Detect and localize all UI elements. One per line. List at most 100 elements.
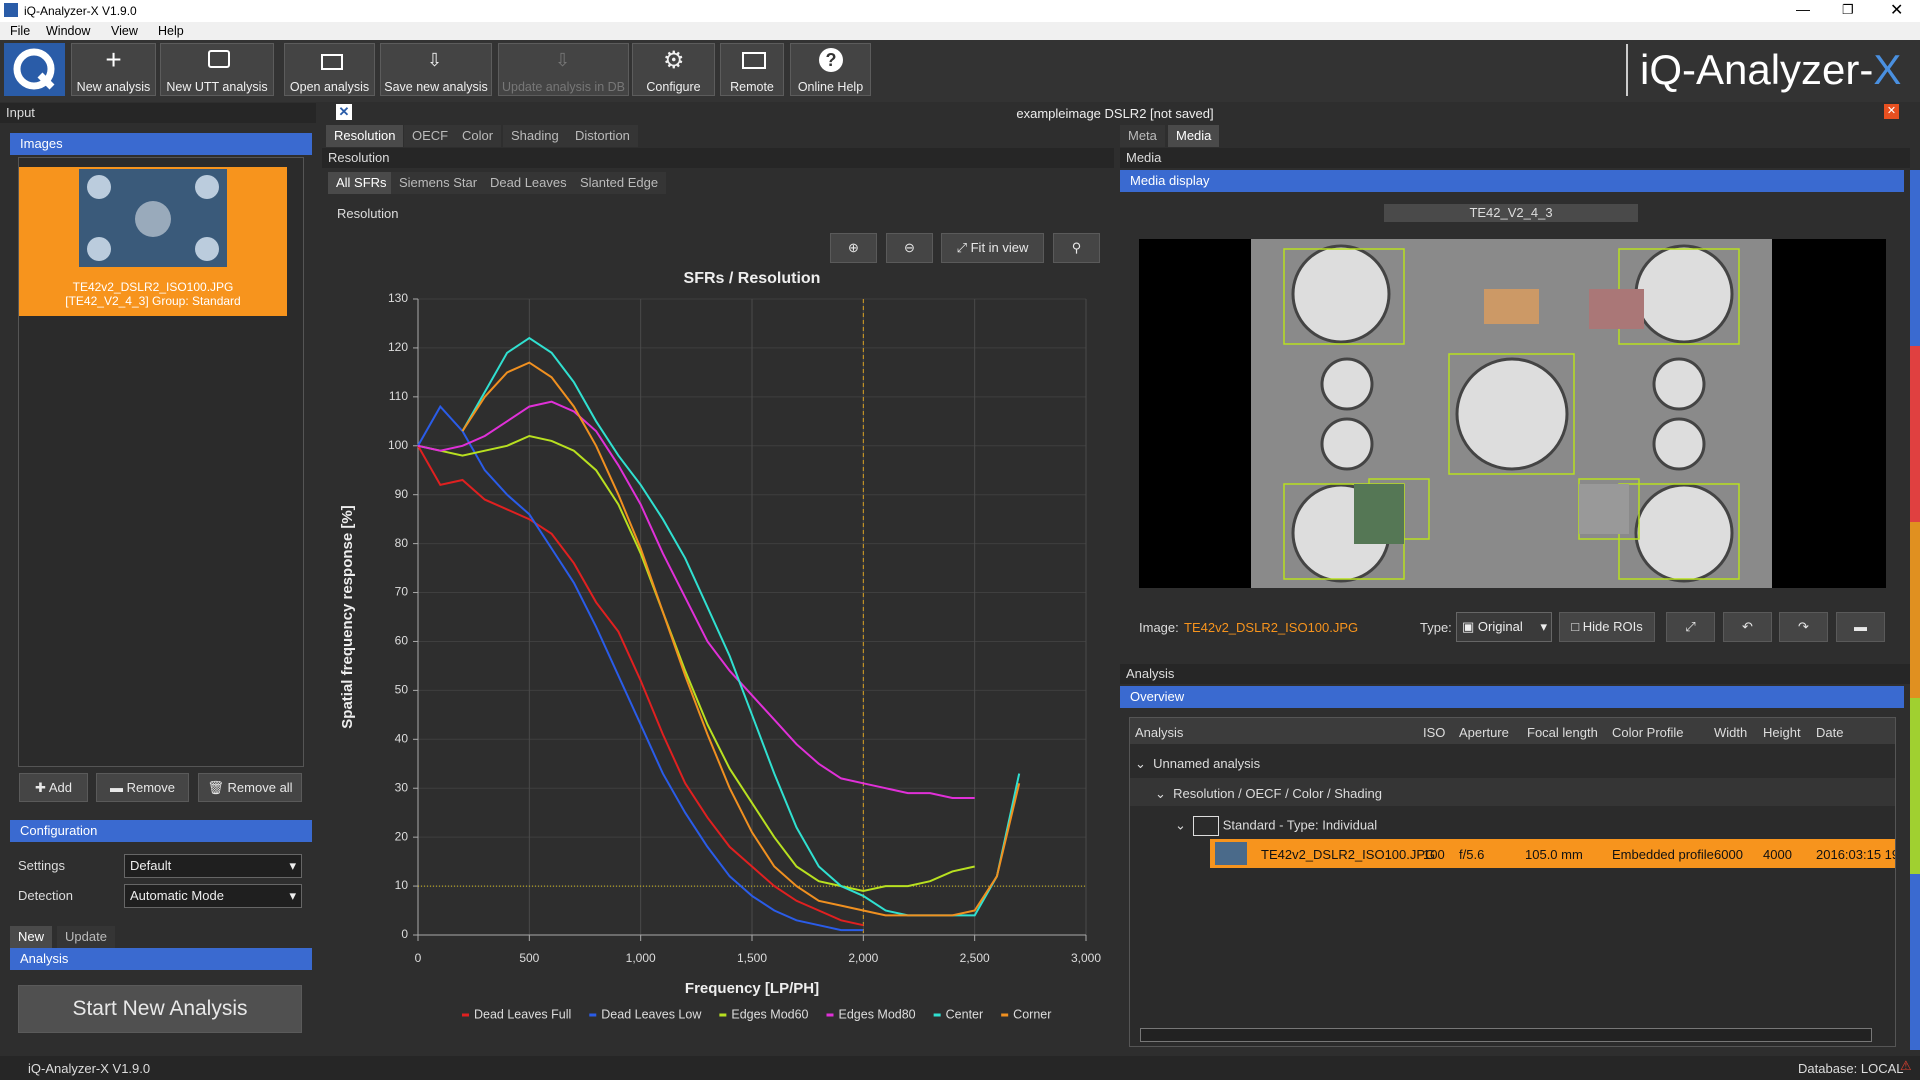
thumbnail (79, 169, 227, 267)
button-label: Online Help (797, 80, 864, 94)
toolbar-button[interactable]: ? Online Help (790, 43, 871, 96)
restore[interactable]: ❐ (1842, 2, 1854, 17)
y-tick-label: 60 (395, 634, 409, 648)
tab[interactable]: Distortion (567, 125, 638, 147)
tree-label: Standard - Type: Individual (1222, 817, 1378, 833)
remove-all-button[interactable]: 🗑 Remove all (198, 773, 302, 802)
tab[interactable]: All SFRs (328, 172, 395, 194)
column-header: Analysis (1135, 725, 1184, 740)
tree-row[interactable]: ⌄ Unnamed analysis (1135, 756, 1261, 771)
tab[interactable]: Meta (1120, 125, 1165, 147)
logo-icon (13, 48, 55, 90)
toolbar-button[interactable]: Open analysis (284, 43, 375, 96)
settings-combo[interactable]: Default ▾ (124, 854, 302, 878)
column-header: ISO (1423, 725, 1446, 740)
status-right: Database: LOCAL (1798, 1061, 1904, 1076)
button-label: Configure (646, 80, 701, 94)
y-tick-label: 70 (395, 585, 409, 599)
close[interactable]: ✕ (1890, 2, 1904, 19)
icon-button[interactable]: ↶ (1723, 612, 1772, 642)
tree-label: Unnamed analysis (1153, 756, 1261, 771)
y-tick-label: 110 (389, 389, 408, 403)
y-tick-label: 50 (395, 683, 409, 697)
doc-close[interactable]: ✕ (336, 104, 352, 120)
tree-row[interactable]: ⌄ Standard - Type: Individual (1175, 816, 1377, 836)
tree-label: Resolution / OECF / Color / Shading (1173, 786, 1382, 801)
image-name: TE42v2_DSLR2_ISO100.JPG (72, 280, 234, 294)
tab[interactable]: Dead Leaves (482, 172, 575, 194)
toolbar-button[interactable]: New UTT analysis (160, 43, 274, 96)
toolbar-button[interactable]: + New analysis (71, 43, 156, 96)
y-tick-label: 130 (388, 291, 408, 305)
tab[interactable]: Siemens Star (391, 172, 486, 194)
selected-row[interactable]: TE42v2_DSLR2_ISO100.JPG 100 f/5.6 105.0 … (1210, 839, 1895, 868)
toolbar-button[interactable]: ⚙ Configure (632, 43, 715, 96)
sfr-chart: SFRs / Resolution Frequency [LP/PH] Spat… (339, 270, 1101, 1021)
tab[interactable]: Slanted Edge (572, 172, 667, 194)
y-axis-label: Spatial frequency response [%] (339, 505, 356, 728)
y-tick-label: 80 (395, 536, 409, 550)
scrollbar[interactable] (1140, 1028, 1872, 1042)
series-line (417, 404, 864, 932)
tab[interactable]: Shading (503, 125, 567, 147)
tab[interactable]: New (10, 926, 53, 948)
y-tick-label: 100 (388, 438, 408, 452)
menu-item[interactable]: Help (158, 24, 184, 38)
button-label: New analysis (76, 80, 151, 94)
add-button[interactable]: ✚ Add (19, 773, 88, 802)
menu-item[interactable]: File (10, 24, 31, 38)
doc-close-right[interactable]: ✕ (1884, 104, 1899, 119)
column-header: Width (1714, 725, 1748, 740)
warning-icon: ⚠ (1900, 1058, 1912, 1073)
chart-title: SFRs / Resolution (684, 270, 821, 287)
y-tick-label: 120 (388, 340, 408, 354)
cell: 105.0 mm (1525, 847, 1583, 862)
logo-button[interactable] (4, 43, 65, 96)
table-header (1130, 718, 1895, 744)
column-header: Focal length (1527, 725, 1598, 740)
icon-button[interactable]: ⤢ (1666, 612, 1715, 642)
menu-item[interactable]: View (111, 24, 138, 38)
app-icon (4, 3, 18, 17)
zoom-out[interactable]: ⊖ (886, 233, 933, 263)
tab[interactable]: Media (1168, 125, 1220, 147)
logo-bracket (1626, 44, 1628, 96)
type-combo[interactable]: ▣ Original ▾ (1456, 612, 1552, 642)
tab[interactable]: Color (454, 125, 502, 147)
icon-button[interactable]: ↷ (1779, 612, 1828, 642)
detection-combo[interactable]: Automatic Mode ▾ (124, 884, 302, 908)
minimize[interactable]: — (1796, 1, 1810, 17)
button-label: Update analysis in DB (502, 80, 625, 94)
tree-row[interactable]: ⌄ Resolution / OECF / Color / Shading (1155, 786, 1382, 801)
image-item[interactable]: TE42v2_DSLR2_ISO100.JPG [TE42_V2_4_3] Gr… (19, 167, 287, 316)
button-label: Remote (730, 80, 774, 94)
button-label: Add (48, 780, 72, 795)
hide-rois-button[interactable]: □ Hide ROIs (1559, 612, 1655, 642)
legend-label: Dead Leaves Full (474, 1007, 571, 1021)
field-label: Detection (18, 888, 73, 903)
icon-button[interactable]: ▬ (1836, 612, 1885, 642)
fit-button[interactable]: ⤢ Fit in view (941, 233, 1044, 263)
tab[interactable]: OECF (404, 125, 457, 147)
panel-header: Resolution (322, 148, 1114, 168)
chart-name: TE42_V2_4_3 (1384, 204, 1638, 222)
toolbar-button[interactable]: Remote (720, 43, 784, 96)
toolbar-button: ⇩ Update analysis in DB (498, 43, 629, 96)
panel-header: Input (0, 103, 316, 123)
x-tick-label: 500 (519, 951, 539, 965)
start-button[interactable]: Start New Analysis (18, 985, 302, 1033)
toolbar-button[interactable]: ⇩ Save new analysis (380, 43, 492, 96)
menu-item[interactable]: Window (46, 24, 91, 38)
brand-accent: X (1873, 46, 1902, 93)
legend-label: Center (946, 1007, 984, 1021)
tab[interactable]: Resolution (326, 125, 404, 147)
zoom-in[interactable]: ⊕ (830, 233, 877, 263)
tab[interactable]: Update (57, 926, 115, 948)
side-strip (1910, 170, 1920, 1050)
document-title: exampleimage DSLR2 [not saved] (1016, 106, 1214, 121)
x-tick-label: 1,500 (737, 951, 767, 965)
section-header: Analysis (10, 948, 312, 970)
remove-button[interactable]: ▬ Remove (96, 773, 189, 802)
tool-button[interactable]: ⚲ (1053, 233, 1100, 263)
